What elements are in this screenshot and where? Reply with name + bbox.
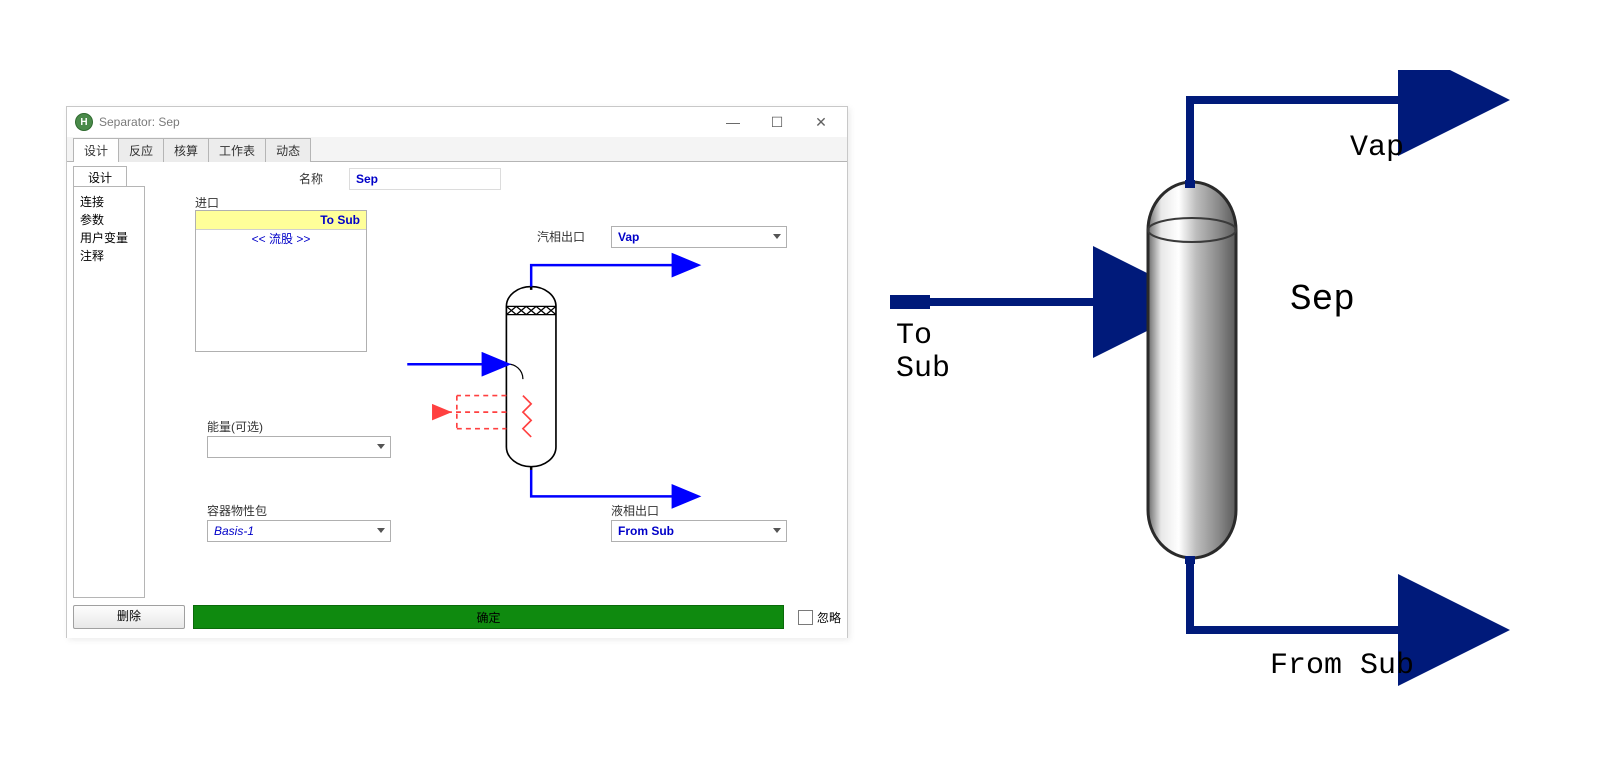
side-item-parameters[interactable]: 参数: [80, 211, 138, 229]
separator-sketch: [399, 224, 779, 554]
label-energy: 能量(可选): [207, 418, 263, 435]
side-nav: 连接 参数 用户变量 注释: [73, 186, 145, 598]
subtab-design[interactable]: 设计: [73, 166, 127, 188]
bottom-bar: 删除 确定 忽略: [73, 604, 841, 630]
energy-combo[interactable]: [207, 436, 391, 458]
inlet-stream-row[interactable]: To Sub: [196, 211, 366, 230]
window-title: Separator: Sep: [99, 115, 711, 129]
pfd-unit-label: Sep: [1290, 280, 1355, 320]
tab-dynamics[interactable]: 动态: [265, 138, 311, 162]
maximize-button[interactable]: ☐: [755, 108, 799, 136]
ignore-checkbox[interactable]: 忽略: [798, 609, 841, 626]
tab-reaction[interactable]: 反应: [118, 138, 164, 162]
inlet-add-row[interactable]: << 流股 >>: [196, 230, 366, 248]
ignore-label: 忽略: [817, 609, 841, 626]
checkbox-icon[interactable]: [798, 610, 813, 625]
pfd-feed-label: To Sub: [896, 320, 950, 386]
pfd-vapor-label: Vap: [1350, 132, 1404, 165]
app-icon: H: [75, 113, 93, 131]
delete-button[interactable]: 删除: [73, 605, 185, 629]
fluid-pkg-combo[interactable]: Basis-1: [207, 520, 391, 542]
side-item-notes[interactable]: 注释: [80, 247, 138, 265]
tab-worksheet[interactable]: 工作表: [208, 138, 266, 162]
top-tabs: 设计 反应 核算 工作表 动态: [67, 137, 847, 162]
pfd-diagram: Sep To Sub Vap From Sub: [870, 70, 1570, 700]
label-fluid-pkg: 容器物性包: [207, 502, 267, 519]
status-bar: 确定: [193, 605, 784, 629]
side-item-uservars[interactable]: 用户变量: [80, 229, 138, 247]
side-item-connections[interactable]: 连接: [80, 193, 138, 211]
inlet-list[interactable]: To Sub << 流股 >>: [195, 210, 367, 352]
minimize-button[interactable]: —: [711, 108, 755, 136]
titlebar[interactable]: H Separator: Sep — ☐ ✕: [67, 107, 847, 137]
label-inlets: 进口: [195, 194, 219, 211]
pfd-liquid-label: From Sub: [1270, 650, 1414, 683]
name-input[interactable]: Sep: [349, 168, 501, 190]
tab-rating[interactable]: 核算: [163, 138, 209, 162]
form-area: 名称 Sep 进口 To Sub << 流股 >> 汽相出口 Vap 液相出口 …: [139, 166, 841, 594]
label-name: 名称: [299, 170, 323, 187]
separator-dialog: H Separator: Sep — ☐ ✕ 设计 反应 核算 工作表 动态 设…: [66, 106, 848, 638]
tab-design[interactable]: 设计: [73, 138, 119, 162]
close-button[interactable]: ✕: [799, 108, 843, 136]
